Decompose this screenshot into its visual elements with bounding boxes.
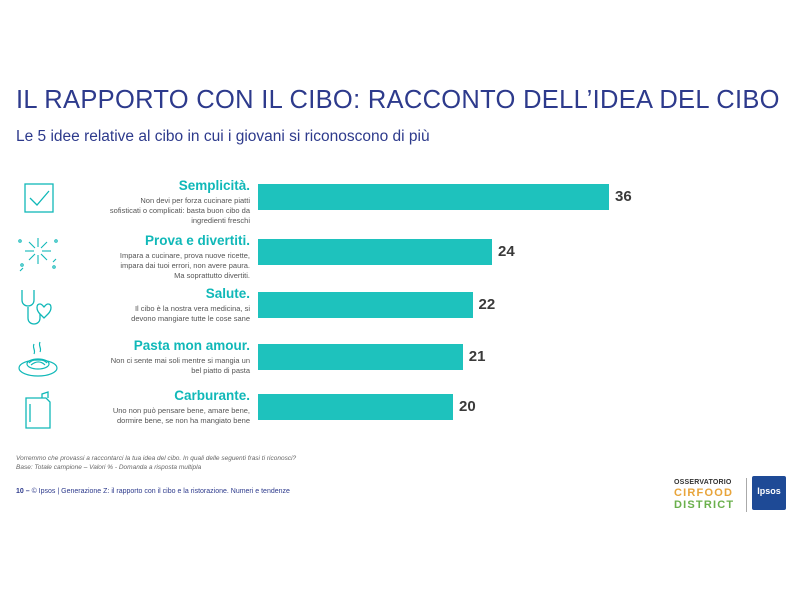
category-label: Pasta mon amour. [133, 338, 250, 353]
category-description: Impara a cucinare, prova nuove ricette, i… [119, 251, 250, 280]
category-label-block: Salute. Il cibo è la nostra vera medicina… [40, 286, 250, 324]
footer: 10 – © Ipsos | Generazione Z: il rapport… [16, 488, 290, 495]
category-label-block: Semplicità. Non devi per forza cucinare p… [40, 178, 250, 226]
chart-row: Pasta mon amour. Non ci sente mai soli me… [0, 338, 800, 386]
category-label-block: Prova e divertiti. Impara a cucinare, pro… [40, 233, 250, 281]
pasta-plate-icon [16, 338, 60, 382]
bar [258, 344, 463, 370]
chart-row: Semplicità. Non devi per forza cucinare p… [0, 178, 800, 226]
bar-value-label: 24 [498, 243, 515, 260]
base-note: Base: Totale campione – Valori % - Doman… [16, 464, 202, 471]
bar [258, 239, 492, 265]
logo-cirfood-text: CIRFOOD [674, 487, 734, 499]
logo-divider [746, 478, 747, 512]
fuel-can-icon [16, 388, 60, 432]
bar [258, 184, 609, 210]
page-subtitle: Le 5 idee relative al cibo in cui i giov… [16, 128, 430, 145]
page-title: IL RAPPORTO CON IL CIBO: RACCONTO DELL’I… [16, 86, 780, 114]
bar-value-label: 22 [478, 296, 496, 313]
cirfood-district-logo: OSSERVATORIO CIRFOOD DISTRICT [674, 478, 744, 512]
category-label: Salute. [205, 286, 250, 301]
category-label-block: Pasta mon amour. Non ci sente mai soli me… [40, 338, 250, 376]
category-label: Carburante. [174, 388, 250, 403]
checkbox-icon [16, 178, 60, 222]
chart-row: Carburante. Uno non può pensare bene, ama… [0, 388, 800, 436]
bar [258, 292, 473, 318]
stethoscope-heart-icon [16, 286, 60, 330]
category-label: Prova e divertiti. [144, 233, 250, 248]
chart-row: Salute. Il cibo è la nostra vera medicina… [0, 286, 800, 334]
category-description: Uno non può pensare bene, amare bene, dor… [112, 406, 250, 425]
bar [258, 394, 453, 420]
ipsos-logo: Ipsos [752, 476, 786, 510]
page-number: 10 – [16, 488, 30, 495]
logo-district-text: DISTRICT [674, 499, 735, 511]
category-description: Non ci sente mai soli mentre si mangia u… [110, 356, 250, 375]
footer-text: © Ipsos | Generazione Z: il rapporto con… [31, 488, 290, 495]
fireworks-icon [16, 233, 60, 277]
category-description: Il cibo è la nostra vera medicina, si dev… [131, 304, 250, 323]
category-description: Non devi per forza cucinare piatti sofist… [109, 196, 250, 225]
ipsos-logo-text: Ipsos [757, 486, 781, 496]
logo-observatory-text: OSSERVATORIO [674, 479, 732, 486]
bar-value-label: 36 [615, 188, 632, 205]
category-label-block: Carburante. Uno non può pensare bene, ama… [40, 388, 250, 426]
chart-row: Prova e divertiti. Impara a cucinare, pro… [0, 233, 800, 281]
bar-value-label: 20 [459, 398, 476, 415]
bar-value-label: 21 [468, 348, 486, 365]
question-note: Vorremmo che provassi a raccontarci la t… [16, 455, 297, 462]
category-label: Semplicità. [178, 178, 250, 193]
